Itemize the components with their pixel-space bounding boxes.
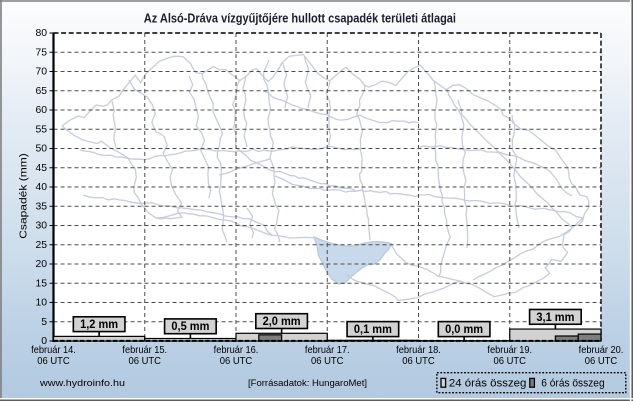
svg-text:0,5 mm: 0,5 mm [171, 321, 209, 333]
svg-text:[Forrásadatok: HungaroMet]: [Forrásadatok: HungaroMet] [248, 378, 367, 389]
svg-text:0,1 mm: 0,1 mm [354, 324, 392, 336]
svg-text:60: 60 [35, 105, 47, 116]
svg-text:február 14.: február 14. [31, 345, 76, 356]
svg-text:06 UTC: 06 UTC [585, 356, 618, 367]
svg-text:6 órás összeg: 6 órás összeg [541, 377, 604, 389]
svg-text:február 15.: február 15. [122, 345, 167, 356]
svg-text:65: 65 [35, 86, 47, 97]
svg-text:0: 0 [41, 336, 47, 347]
svg-text:55: 55 [35, 124, 47, 135]
svg-text:50: 50 [35, 144, 47, 155]
svg-text:20: 20 [35, 259, 47, 270]
svg-text:06 UTC: 06 UTC [37, 356, 70, 367]
svg-text:február 17.: február 17. [305, 345, 350, 356]
svg-text:www.hydroinfo.hu: www.hydroinfo.hu [39, 378, 125, 389]
svg-text:Az Alsó-Dráva vízgyűjtőjére hu: Az Alsó-Dráva vízgyűjtőjére hullott csap… [144, 10, 456, 25]
svg-text:70: 70 [35, 67, 47, 78]
svg-text:35: 35 [35, 201, 47, 212]
svg-text:40: 40 [35, 182, 47, 193]
svg-text:06 UTC: 06 UTC [402, 356, 435, 367]
svg-text:24 órás összeg: 24 órás összeg [449, 377, 527, 389]
svg-text:1,2 mm: 1,2 mm [80, 319, 118, 331]
svg-text:10: 10 [35, 298, 47, 309]
svg-text:február 18.: február 18. [396, 345, 441, 356]
svg-text:30: 30 [35, 221, 47, 232]
svg-text:25: 25 [35, 240, 47, 251]
svg-text:3,1 mm: 3,1 mm [536, 312, 574, 324]
svg-text:0,0 mm: 0,0 mm [445, 324, 483, 336]
svg-text:06 UTC: 06 UTC [129, 356, 162, 367]
svg-text:5: 5 [41, 317, 47, 328]
svg-text:február 16.: február 16. [214, 345, 259, 356]
svg-text:06 UTC: 06 UTC [494, 356, 527, 367]
svg-text:06 UTC: 06 UTC [220, 356, 253, 367]
svg-text:45: 45 [35, 163, 47, 174]
svg-text:február 20.: február 20. [579, 345, 624, 356]
svg-text:80: 80 [35, 28, 47, 39]
svg-text:15: 15 [35, 278, 47, 289]
svg-text:75: 75 [35, 47, 47, 58]
svg-text:2,0 mm: 2,0 mm [263, 316, 301, 328]
svg-text:február 19.: február 19. [487, 345, 532, 356]
svg-text:06 UTC: 06 UTC [311, 356, 344, 367]
svg-text:Csapadék (mm): Csapadék (mm) [19, 153, 30, 239]
